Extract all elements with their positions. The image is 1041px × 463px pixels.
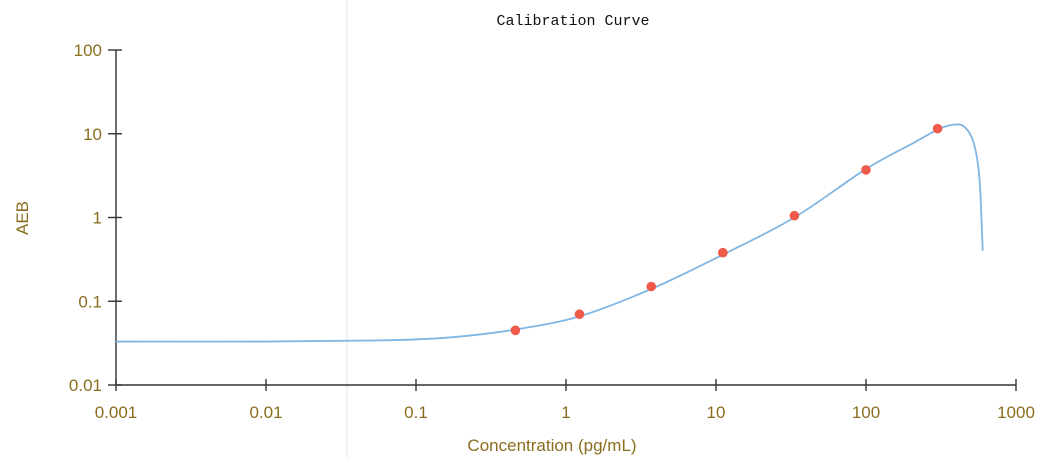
data-point — [861, 165, 871, 175]
data-point — [717, 247, 728, 258]
x-tick-label: 0.001 — [95, 403, 138, 422]
x-tick-label: 0.1 — [404, 403, 428, 422]
x-tick-label: 1 — [561, 403, 570, 422]
text-layer: Calibration Curve Concentration (pg/mL) … — [13, 13, 1035, 455]
fit-curve — [115, 123, 984, 343]
points-layer — [510, 123, 943, 336]
x-tick-label: 1000 — [997, 403, 1035, 422]
y-tick-label: 100 — [74, 41, 102, 60]
data-point — [510, 325, 521, 336]
x-tick-label: 100 — [852, 403, 880, 422]
axes-layer — [108, 49, 1017, 391]
data-point — [574, 309, 585, 320]
data-point — [789, 210, 800, 221]
y-tick-label: 1 — [93, 209, 102, 228]
y-axis-label: AEB — [13, 201, 32, 235]
x-tick-label: 0.01 — [249, 403, 282, 422]
chart-title: Calibration Curve — [496, 13, 649, 30]
data-point — [646, 281, 657, 292]
y-tick-label: 10 — [83, 125, 102, 144]
data-point — [932, 123, 943, 134]
curve-layer — [115, 123, 984, 343]
x-tick-label: 10 — [707, 403, 726, 422]
y-tick-label: 0.01 — [69, 376, 102, 395]
y-tick-label: 0.1 — [78, 292, 102, 311]
x-axis-label: Concentration (pg/mL) — [467, 436, 636, 455]
